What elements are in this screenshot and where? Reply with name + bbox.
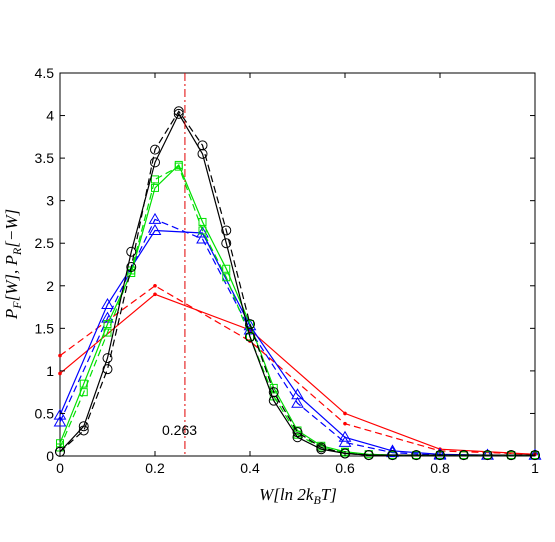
data-point-circle — [102, 364, 113, 375]
data-point-triangle — [338, 430, 352, 442]
y-tick-label: 4 — [46, 108, 54, 124]
data-point-circle — [221, 238, 232, 249]
data-point-circle — [78, 421, 89, 432]
y-tick-label: 3.5 — [35, 150, 55, 166]
data-point-triangle — [338, 435, 352, 447]
data-point-circle — [340, 448, 350, 459]
series-line — [59, 165, 535, 456]
data-point-dot — [58, 371, 62, 376]
tick-layer: 0 0.2 0.4 0.6 0.8 1 0 0.5 1 1.5 2 2.5 3 3.5 4 4.5 — [35, 65, 540, 476]
data-point-dot — [58, 353, 62, 358]
data-point-circle — [150, 157, 160, 168]
data-point-dot — [153, 292, 157, 297]
series-line — [59, 218, 535, 456]
x-tick-label: 0.2 — [145, 460, 165, 476]
data-point-circle — [316, 442, 327, 453]
series-line — [59, 163, 535, 456]
data-point-circle — [530, 450, 540, 461]
data-point-triangle — [291, 396, 304, 408]
series-line — [59, 293, 536, 455]
data-point-circle — [245, 319, 255, 330]
data-point-circle — [173, 108, 184, 119]
y-tick-label: 0 — [46, 448, 54, 464]
series-group — [56, 160, 539, 460]
x-tick-label: 1 — [531, 460, 539, 476]
plot-frame — [59, 72, 536, 457]
data-point-circle — [102, 353, 113, 364]
y-tick-label: 1 — [46, 363, 54, 379]
data-point-triangle — [196, 232, 209, 244]
y-tick-label: 2.5 — [35, 235, 55, 251]
series-line — [59, 110, 535, 456]
data-point-triangle — [148, 212, 162, 224]
x-tick-label: 0 — [56, 460, 64, 476]
data-point-square — [198, 226, 207, 235]
data-point-square — [246, 332, 254, 341]
data-point-square — [151, 183, 159, 192]
data-point-square — [174, 162, 183, 171]
series-group — [53, 223, 542, 460]
data-point-circle — [221, 225, 232, 236]
data-point-circle — [292, 427, 303, 438]
series-line — [59, 229, 535, 456]
y-tick-label: 0.5 — [35, 405, 55, 421]
series-layer — [53, 106, 542, 461]
data-point-dot — [153, 283, 157, 288]
data-point-circle — [173, 106, 184, 117]
data-point-circle — [435, 450, 445, 461]
data-point-square — [222, 273, 231, 282]
x-axis-title: W[ln 2kBT] — [259, 485, 337, 507]
x-tick-label: 0.8 — [430, 460, 450, 476]
y-tick-label: 1.5 — [35, 320, 55, 336]
data-point-circle — [482, 450, 493, 461]
data-point-square — [198, 217, 207, 226]
data-point-circle — [126, 262, 137, 273]
y-tick-label: 4.5 — [35, 65, 55, 81]
data-point-circle — [197, 140, 208, 151]
data-point-triangle — [53, 415, 67, 427]
y-axis-title: PF[W], PR[−W] — [2, 209, 24, 320]
series-line — [59, 112, 535, 456]
data-point-square — [151, 175, 159, 184]
data-point-circle — [506, 450, 517, 461]
data-point-triangle — [101, 298, 114, 310]
data-point-circle — [292, 432, 303, 443]
data-point-circle — [458, 450, 469, 461]
y-tick-label: 2 — [46, 278, 54, 294]
data-point-circle — [126, 246, 137, 257]
data-point-dot — [343, 411, 347, 416]
vline-annotation: 0.263 — [162, 422, 197, 438]
x-tick-label: 0.4 — [240, 460, 260, 476]
data-point-triangle — [148, 223, 162, 235]
data-point-dot — [343, 421, 347, 426]
x-tick-label: 0.6 — [335, 460, 355, 476]
data-point-square — [79, 388, 88, 397]
data-point-circle — [363, 450, 374, 461]
data-point-triangle — [196, 226, 209, 238]
data-point-circle — [268, 387, 279, 398]
data-point-triangle — [53, 408, 67, 420]
data-point-square — [103, 328, 112, 337]
data-point-circle — [78, 425, 89, 436]
data-point-circle — [387, 450, 398, 461]
data-point-square — [222, 264, 231, 273]
data-point-circle — [411, 450, 422, 461]
series-group — [56, 162, 539, 460]
y-tick-label: 3 — [46, 193, 54, 209]
series-group — [55, 106, 540, 461]
series-group — [53, 212, 542, 460]
series-line — [59, 285, 536, 455]
data-point-circle — [150, 144, 160, 155]
